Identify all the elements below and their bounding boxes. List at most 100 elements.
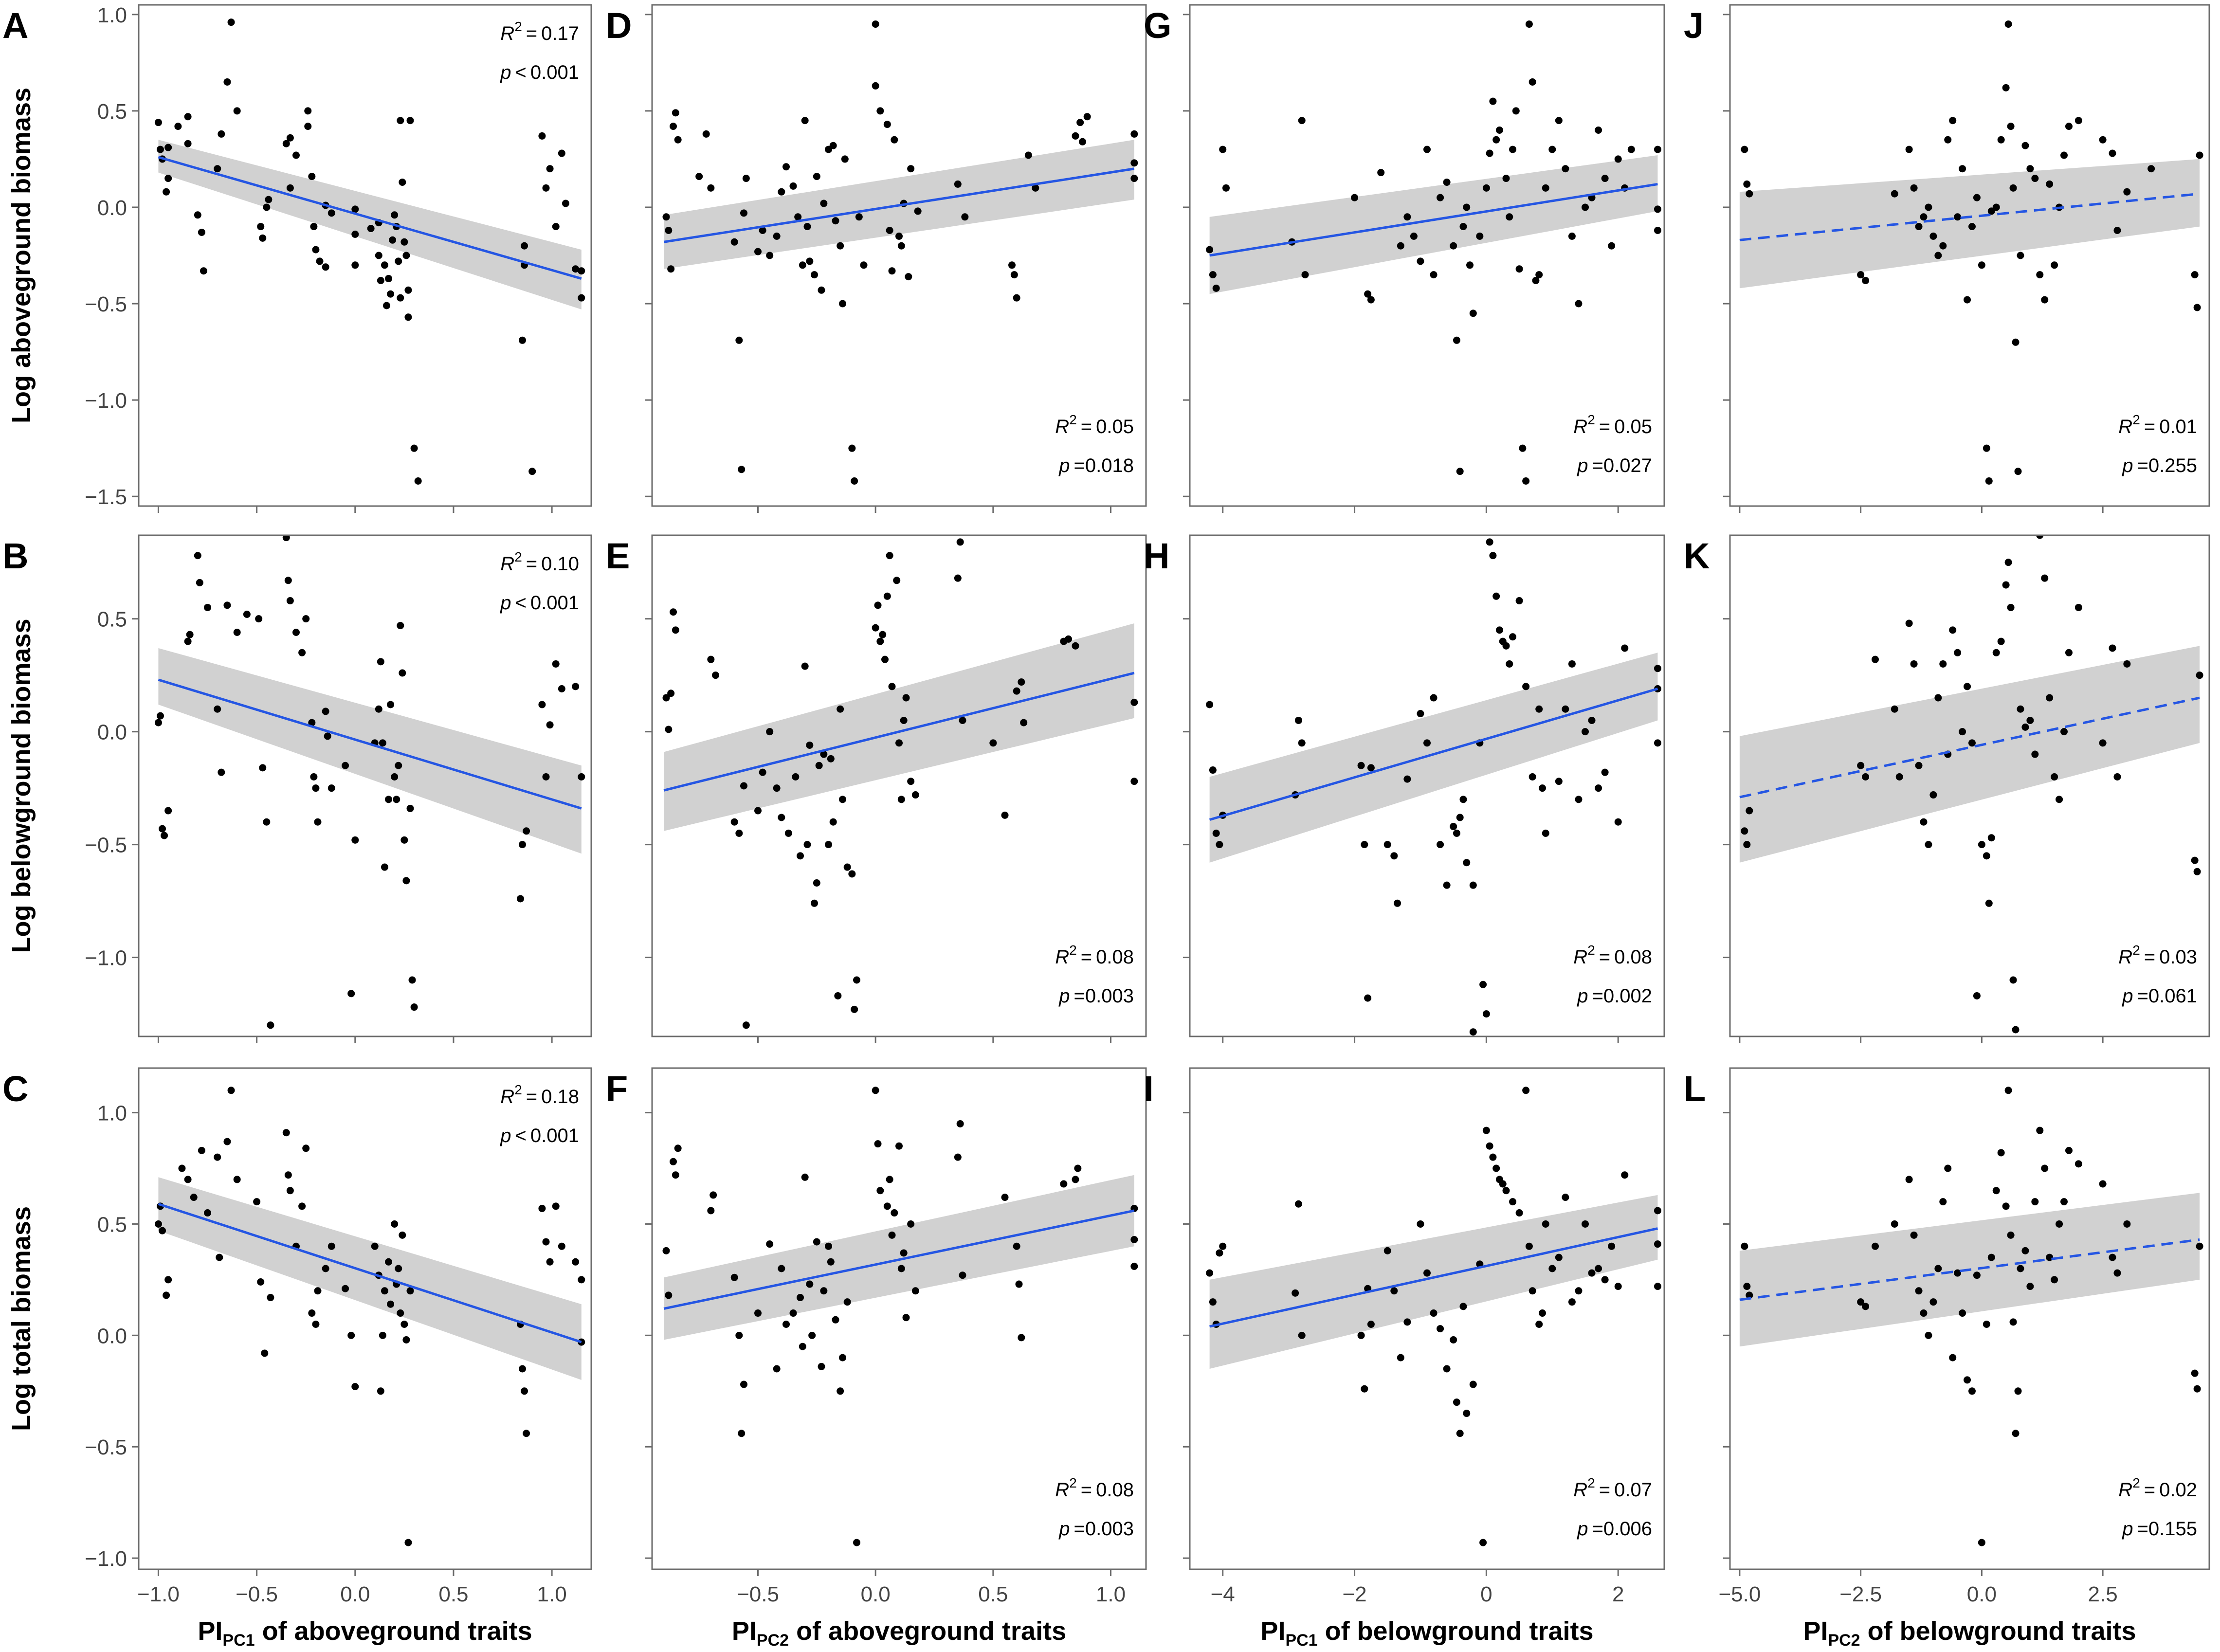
- x-axis-label: PIPC1 of aboveground traits: [198, 1616, 532, 1650]
- data-point: [342, 762, 349, 769]
- data-point: [1209, 766, 1217, 774]
- data-point: [194, 211, 201, 219]
- data-point: [328, 784, 335, 792]
- data-point: [1905, 619, 1913, 627]
- data-point: [1595, 1265, 1602, 1272]
- data-point: [1492, 136, 1500, 144]
- r-squared-value: 0.17: [541, 23, 579, 44]
- data-point: [397, 117, 404, 125]
- data-point: [1357, 1331, 1365, 1339]
- data-point: [379, 739, 386, 747]
- data-point: [2012, 1430, 2020, 1437]
- data-point: [1542, 184, 1549, 192]
- data-point: [1654, 665, 1661, 672]
- data-point: [1929, 791, 1937, 799]
- data-point: [1463, 859, 1471, 867]
- data-point: [322, 708, 329, 715]
- data-point: [1862, 277, 1870, 284]
- data-point: [310, 773, 318, 781]
- data-point: [707, 1207, 715, 1215]
- data-point: [1746, 1291, 1753, 1299]
- data-point: [542, 773, 550, 781]
- panel-frame: [138, 4, 592, 507]
- data-point: [1486, 149, 1493, 157]
- r-squared-label: R2 = 0.05: [1573, 412, 1652, 437]
- panel-B: 0.5 0.0 −0.5 −1.0 B R2 = 0.10 p < 0.001: [2, 534, 592, 1043]
- panel-D: DR2 = 0.05p =0.018: [606, 4, 1147, 513]
- y-tick-label: −1.5: [85, 485, 127, 509]
- data-point: [2065, 123, 2073, 130]
- data-point: [347, 990, 355, 998]
- data-point: [662, 213, 670, 221]
- data-point: [552, 1202, 560, 1210]
- data-point: [1492, 592, 1500, 600]
- panel-frame: [1189, 534, 1665, 1037]
- data-point: [391, 1220, 399, 1228]
- data-point: [811, 271, 818, 279]
- data-point: [542, 184, 550, 192]
- data-point: [243, 610, 251, 618]
- r-exponent: 2: [2132, 1475, 2140, 1490]
- data-point: [259, 234, 267, 242]
- p-symbol: p: [1058, 455, 1070, 476]
- data-point: [1934, 1265, 1942, 1272]
- data-point: [740, 782, 747, 790]
- data-point: [1394, 899, 1401, 907]
- regression-line: [1209, 182, 1658, 257]
- data-point: [1074, 1164, 1082, 1172]
- data-point: [2026, 165, 2034, 173]
- data-point: [1925, 841, 1932, 849]
- data-point: [1925, 1331, 1932, 1339]
- panel-letter: H: [1144, 536, 1169, 576]
- r-squared-label: R2 = 0.02: [2118, 1475, 2197, 1501]
- data-point: [1482, 1010, 1490, 1018]
- data-point: [843, 863, 851, 871]
- data-point: [1741, 1242, 1748, 1250]
- data-point: [282, 1129, 290, 1137]
- data-point: [1910, 1231, 1918, 1239]
- data-point: [1555, 778, 1563, 785]
- data-point: [1997, 136, 2005, 144]
- data-point: [1206, 1269, 1214, 1277]
- data-point: [1219, 1242, 1227, 1250]
- data-point: [1301, 271, 1309, 279]
- data-point: [1522, 477, 1530, 485]
- data-point: [218, 130, 225, 138]
- data-point: [184, 113, 192, 121]
- data-point: [1456, 468, 1464, 475]
- p-symbol: p: [1577, 985, 1588, 1007]
- confidence-band: [158, 140, 582, 309]
- data-point: [837, 242, 844, 250]
- panel-frame: [1189, 4, 1665, 507]
- data-point: [1453, 829, 1460, 837]
- data-point: [1216, 1249, 1223, 1257]
- data-point: [2109, 149, 2116, 157]
- data-point: [902, 1314, 910, 1322]
- data-point: [194, 552, 201, 560]
- data-point: [1934, 252, 1942, 259]
- r-equals: =: [1595, 946, 1614, 968]
- y-tick-label: 1.0: [97, 1102, 127, 1126]
- data-point: [2065, 1146, 2073, 1154]
- data-point: [1525, 20, 1533, 28]
- data-point: [773, 1365, 781, 1373]
- p-value: 0.018: [1085, 455, 1134, 476]
- data-point: [1219, 145, 1227, 153]
- data-point: [803, 223, 811, 231]
- data-point: [154, 119, 162, 127]
- data-point: [834, 992, 842, 999]
- r-equals: =: [2140, 1479, 2159, 1501]
- r-squared-value: 0.08: [1096, 946, 1134, 968]
- p-symbol: p: [1058, 1518, 1070, 1540]
- data-point: [855, 213, 863, 221]
- p-value: 0.001: [527, 592, 579, 614]
- data-point: [1891, 1220, 1898, 1228]
- confidence-band: [1739, 646, 2200, 863]
- data-point: [707, 184, 715, 192]
- data-point: [1459, 223, 1467, 231]
- data-point: [552, 223, 560, 231]
- data-point: [2004, 1087, 2012, 1094]
- data-point: [1013, 294, 1020, 302]
- r-squared-value: 0.10: [541, 553, 579, 575]
- data-point: [1978, 841, 1985, 849]
